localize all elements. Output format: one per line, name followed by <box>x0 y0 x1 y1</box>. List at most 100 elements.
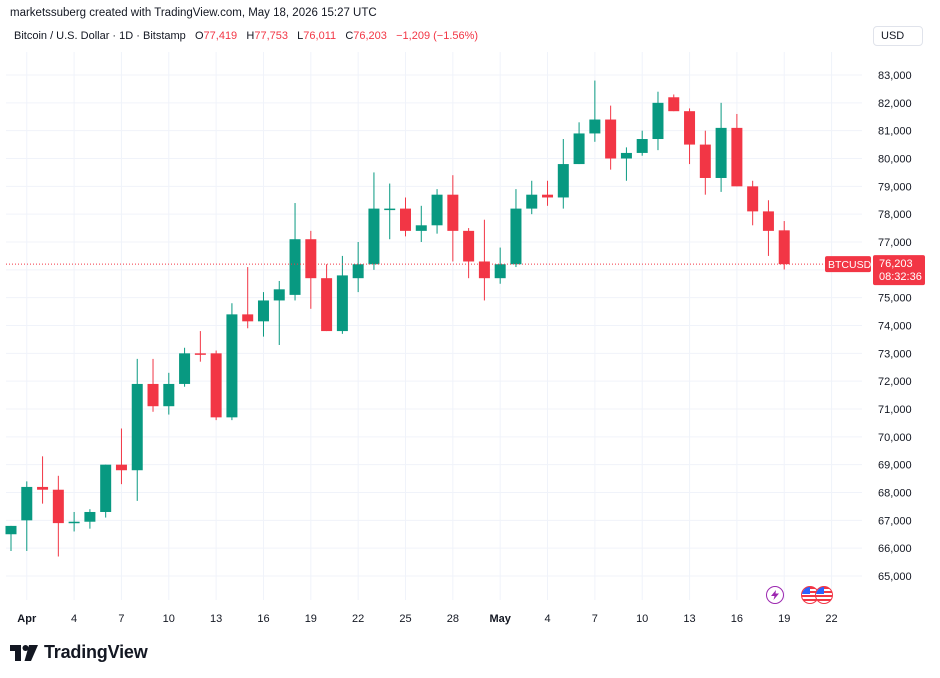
candles <box>5 80 790 557</box>
candle[interactable] <box>289 203 301 301</box>
candle-body <box>463 230 475 262</box>
y-tick-label: 65,000 <box>878 571 912 583</box>
candle[interactable] <box>431 189 443 234</box>
x-tick-label: May <box>489 613 511 625</box>
x-tick-label: 16 <box>731 613 743 625</box>
candle[interactable] <box>620 147 632 181</box>
attribution-text: marketssuberg created with TradingView.c… <box>10 7 377 19</box>
candle[interactable] <box>305 230 317 309</box>
us-flag-event-icon-2[interactable] <box>815 586 833 604</box>
candle[interactable] <box>384 183 396 240</box>
tradingview-brand: TradingView <box>44 642 148 662</box>
candle[interactable] <box>731 113 743 187</box>
candle-body <box>84 511 96 522</box>
candle[interactable] <box>494 247 506 284</box>
candle-body <box>210 353 222 418</box>
candle-body <box>21 486 33 521</box>
candle[interactable] <box>100 464 112 518</box>
candle[interactable] <box>242 267 254 329</box>
x-axis: Apr 4 7 10 13 16 19 22 25 28 May 4 7 10 13 16 19 22 <box>17 613 837 625</box>
candle[interactable] <box>542 180 554 206</box>
candle[interactable] <box>84 509 96 529</box>
candle[interactable] <box>652 91 664 151</box>
candle-body <box>731 127 743 187</box>
candle-body <box>762 211 774 231</box>
candle[interactable] <box>52 475 64 557</box>
candle[interactable] <box>778 221 790 270</box>
candle[interactable] <box>573 122 585 165</box>
price-tag-countdown: 08:32:36 <box>879 271 922 283</box>
candle[interactable] <box>510 189 522 268</box>
candle-body <box>131 383 143 471</box>
y-tick-label: 78,000 <box>878 209 912 221</box>
candle[interactable] <box>699 130 711 195</box>
candle[interactable] <box>163 372 175 415</box>
lightning-event-icon[interactable] <box>766 586 784 604</box>
ticker-tag-label: BTCUSD <box>828 259 872 271</box>
candle[interactable] <box>210 350 222 421</box>
candle[interactable] <box>463 228 475 279</box>
low-value: 76,011 <box>303 30 337 42</box>
x-tick-label: Apr <box>17 613 37 625</box>
candle[interactable] <box>684 108 696 165</box>
tradingview-logo[interactable]: TradingView <box>10 642 148 663</box>
candle-body <box>273 289 285 301</box>
x-tick-label: 7 <box>592 613 598 625</box>
y-tick-label: 75,000 <box>878 293 912 305</box>
candle-body <box>52 489 64 524</box>
y-tick-label: 80,000 <box>878 154 912 166</box>
candle[interactable] <box>400 197 411 237</box>
y-tick-label: 77,000 <box>878 237 912 249</box>
candle-body <box>573 133 585 165</box>
candle[interactable] <box>21 481 33 551</box>
candle[interactable] <box>352 242 364 293</box>
candle[interactable] <box>368 172 380 270</box>
candle[interactable] <box>147 358 159 412</box>
candle[interactable] <box>747 180 759 226</box>
candle[interactable] <box>526 180 538 215</box>
candle-body <box>68 521 80 524</box>
candle-body <box>478 261 490 279</box>
y-tick-label: 70,000 <box>878 432 912 444</box>
candle[interactable] <box>5 525 17 551</box>
y-tick-label: 79,000 <box>878 181 912 193</box>
candle[interactable] <box>336 255 348 334</box>
candle[interactable] <box>115 428 127 485</box>
candle-body <box>242 314 254 322</box>
y-tick-label: 68,000 <box>878 488 912 500</box>
symbol-name: Bitcoin / U.S. Dollar · 1D · Bitstamp <box>14 30 186 42</box>
candle[interactable] <box>668 94 680 112</box>
x-tick-label: 10 <box>163 613 175 625</box>
y-tick-label: 74,000 <box>878 321 912 333</box>
candle[interactable] <box>605 105 617 170</box>
candle[interactable] <box>762 200 774 256</box>
candle-body <box>542 194 554 198</box>
candle[interactable] <box>257 292 269 337</box>
y-tick-label: 72,000 <box>878 376 912 388</box>
candle[interactable] <box>37 456 49 504</box>
candle[interactable] <box>636 130 648 156</box>
candle[interactable] <box>557 139 569 209</box>
candle[interactable] <box>131 358 143 501</box>
candle[interactable] <box>478 219 490 301</box>
x-tick-label: 16 <box>257 613 269 625</box>
candle[interactable] <box>194 331 206 362</box>
candle[interactable] <box>179 347 191 387</box>
y-tick-label: 69,000 <box>878 460 912 472</box>
candle[interactable] <box>273 280 285 345</box>
y-tick-label: 81,000 <box>878 126 912 138</box>
candle[interactable] <box>415 205 427 242</box>
candle[interactable] <box>68 511 80 532</box>
x-tick-label: 25 <box>399 613 411 625</box>
candle[interactable] <box>447 175 459 262</box>
candle[interactable] <box>715 102 727 192</box>
candle-body <box>194 353 206 355</box>
candle[interactable] <box>226 303 238 421</box>
currency-button[interactable]: USD <box>873 26 923 46</box>
open-label: O <box>194 30 204 42</box>
candle[interactable] <box>321 264 333 332</box>
candle-body <box>605 119 617 159</box>
candle[interactable] <box>589 80 601 142</box>
candle-body <box>747 186 759 212</box>
